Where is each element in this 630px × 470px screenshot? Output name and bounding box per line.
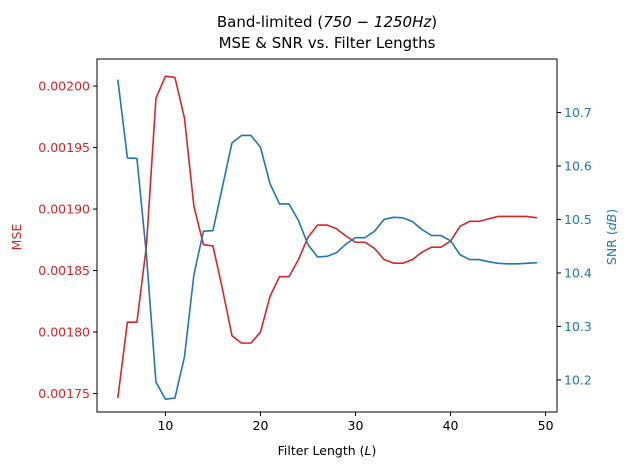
right-y-tick-label: 10.5 (564, 212, 592, 227)
x-tick-label: 10 (157, 418, 173, 433)
right-y-axis-label: SNR (dB) (604, 209, 619, 265)
right-y-tick-label: 10.4 (564, 265, 592, 280)
left-y-axis-label: MSE (9, 224, 24, 251)
left-y-tick-label: 0.00190 (38, 202, 90, 217)
left-y-tick-label: 0.00195 (38, 140, 90, 155)
x-tick-label: 50 (538, 418, 554, 433)
right-y-tick-label: 10.6 (564, 158, 592, 173)
x-tick-label: 20 (253, 418, 269, 433)
chart-title-line1: Band-limited (750 − 1250Hz) (217, 13, 437, 31)
series-line-snr (117, 79, 537, 400)
plot-area (117, 75, 537, 400)
chart-title-line2: MSE & SNR vs. Filter Lengths (219, 34, 436, 52)
axes: 10 20 30 40 50 0.00175 0.00180 0.00185 0.00190 0.… (38, 58, 592, 433)
plot-frame (96, 58, 558, 413)
left-y-tick-label: 0.00200 (38, 79, 90, 94)
x-tick-label: 40 (443, 418, 459, 433)
x-axis-label: Filter Length (L) (278, 443, 377, 458)
left-y-tick-label: 0.00180 (38, 325, 90, 340)
right-y-tick-label: 10.7 (564, 105, 592, 120)
x-tick-label: 30 (348, 418, 364, 433)
series-line-mse (117, 75, 537, 399)
left-y-tick-label: 0.00175 (38, 386, 90, 401)
right-y-tick-label: 10.2 (564, 372, 592, 387)
right-y-tick-label: 10.3 (564, 319, 592, 334)
left-y-tick-label: 0.00185 (38, 263, 90, 278)
